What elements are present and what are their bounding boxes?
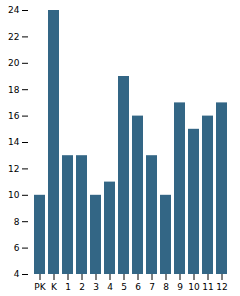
svg-text:16: 16: [8, 111, 20, 121]
svg-text:12: 12: [216, 282, 227, 292]
svg-text:14: 14: [8, 137, 20, 147]
svg-text:4: 4: [107, 282, 113, 292]
svg-text:6: 6: [135, 282, 141, 292]
svg-text:3: 3: [93, 282, 99, 292]
svg-text:18: 18: [8, 85, 20, 95]
svg-text:10: 10: [8, 190, 20, 200]
svg-text:11: 11: [202, 282, 213, 292]
svg-text:10: 10: [188, 282, 200, 292]
svg-text:9: 9: [177, 282, 183, 292]
svg-text:8: 8: [163, 282, 169, 292]
svg-text:8: 8: [14, 217, 20, 227]
svg-text:7: 7: [149, 282, 155, 292]
svg-text:6: 6: [14, 243, 20, 253]
svg-text:4: 4: [14, 269, 20, 279]
svg-text:12: 12: [8, 164, 19, 174]
svg-text:20: 20: [8, 58, 20, 68]
svg-text:2: 2: [79, 282, 85, 292]
svg-text:PK: PK: [34, 282, 46, 292]
svg-text:K: K: [51, 282, 58, 292]
svg-text:5: 5: [121, 282, 127, 292]
svg-text:22: 22: [8, 32, 19, 42]
svg-text:24: 24: [8, 5, 20, 15]
svg-text:1: 1: [65, 282, 71, 292]
